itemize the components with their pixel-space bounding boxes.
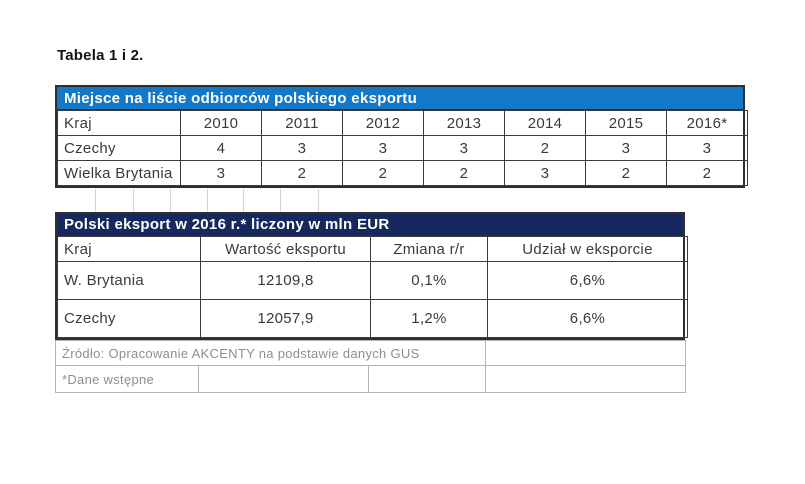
export-value-grid: Kraj Wartość eksportu Zmiana r/r Udział … bbox=[57, 236, 688, 338]
empty-cell bbox=[367, 365, 487, 393]
export-value-table-main: Polski eksport w 2016 r.* liczony w mln … bbox=[55, 212, 688, 340]
country-cell: Wielka Brytania bbox=[57, 160, 181, 186]
table-header-row: Kraj Wartość eksportu Zmiana r/r Udział … bbox=[57, 236, 688, 262]
value-cell: 12109,8 bbox=[200, 261, 371, 300]
value-cell: 12057,9 bbox=[200, 299, 371, 338]
rank-cell: 3 bbox=[423, 135, 505, 161]
column-header-year: 2015 bbox=[585, 110, 667, 136]
export-ranking-table-title: Miejsce na liście odbiorców polskiego ek… bbox=[57, 87, 743, 110]
column-header-year: 2016* bbox=[666, 110, 748, 136]
country-cell: Czechy bbox=[57, 135, 181, 161]
value-cell: 0,1% bbox=[370, 261, 488, 300]
value-cell: 6,6% bbox=[487, 261, 688, 300]
table-row: Wielka Brytania 3 2 2 2 3 2 2 bbox=[57, 160, 748, 186]
rank-cell: 3 bbox=[585, 135, 667, 161]
export-ranking-table: Miejsce na liście odbiorców polskiego ek… bbox=[55, 85, 748, 188]
rank-cell: 2 bbox=[666, 160, 748, 186]
country-cell: W. Brytania bbox=[57, 261, 201, 300]
country-cell: Czechy bbox=[57, 299, 201, 338]
excel-gridline bbox=[280, 189, 281, 212]
excel-gridline bbox=[95, 189, 96, 212]
value-cell: 6,6% bbox=[487, 299, 688, 338]
rank-cell: 2 bbox=[423, 160, 505, 186]
rank-cell: 3 bbox=[261, 135, 343, 161]
column-header-year: 2012 bbox=[342, 110, 424, 136]
rank-cell: 2 bbox=[342, 160, 424, 186]
source-note: Źródło: Opracowanie AKCENTY na podstawie… bbox=[54, 340, 487, 366]
excel-gridline bbox=[318, 189, 319, 212]
column-header-year: 2011 bbox=[261, 110, 343, 136]
empty-cell bbox=[198, 365, 369, 393]
column-header-udzial: Udział w eksporcie bbox=[487, 236, 688, 262]
excel-gridline bbox=[243, 189, 244, 212]
rank-cell: 2 bbox=[261, 160, 343, 186]
column-header-kraj: Kraj bbox=[57, 110, 181, 136]
table-header-row: Kraj 2010 2011 2012 2013 2014 2015 2016* bbox=[57, 110, 748, 136]
table-row: Czechy 4 3 3 3 2 3 3 bbox=[57, 135, 748, 161]
column-header-year: 2014 bbox=[504, 110, 586, 136]
excel-gridline bbox=[170, 189, 171, 212]
table-footer: Źródło: Opracowanie AKCENTY na podstawie… bbox=[54, 340, 687, 393]
rank-cell: 3 bbox=[666, 135, 748, 161]
column-header-year: 2010 bbox=[180, 110, 262, 136]
column-header-wartosc: Wartość eksportu bbox=[200, 236, 371, 262]
column-header-zmiana: Zmiana r/r bbox=[370, 236, 488, 262]
table-row: Czechy 12057,9 1,2% 6,6% bbox=[57, 299, 688, 338]
excel-gridline bbox=[207, 189, 208, 212]
table-row: W. Brytania 12109,8 0,1% 6,6% bbox=[57, 261, 688, 300]
rank-cell: 3 bbox=[342, 135, 424, 161]
value-cell: 1,2% bbox=[370, 299, 488, 338]
export-ranking-grid: Kraj 2010 2011 2012 2013 2014 2015 2016*… bbox=[57, 110, 748, 186]
export-value-table: Polski eksport w 2016 r.* liczony w mln … bbox=[54, 212, 688, 393]
column-header-year: 2013 bbox=[423, 110, 505, 136]
export-value-table-title: Polski eksport w 2016 r.* liczony w mln … bbox=[57, 214, 683, 236]
empty-cell bbox=[485, 365, 687, 393]
rank-cell: 3 bbox=[504, 160, 586, 186]
footnote: *Dane wstępne bbox=[55, 365, 199, 393]
page-title: Tabela 1 i 2. bbox=[57, 47, 144, 64]
excel-gridline bbox=[133, 189, 134, 212]
rank-cell: 3 bbox=[180, 160, 262, 186]
source-row: Źródło: Opracowanie AKCENTY na podstawie… bbox=[54, 340, 687, 366]
empty-cell bbox=[485, 340, 687, 366]
column-header-kraj: Kraj bbox=[57, 236, 201, 262]
rank-cell: 4 bbox=[180, 135, 262, 161]
footnote-row: *Dane wstępne bbox=[55, 365, 687, 393]
rank-cell: 2 bbox=[504, 135, 586, 161]
rank-cell: 2 bbox=[585, 160, 667, 186]
